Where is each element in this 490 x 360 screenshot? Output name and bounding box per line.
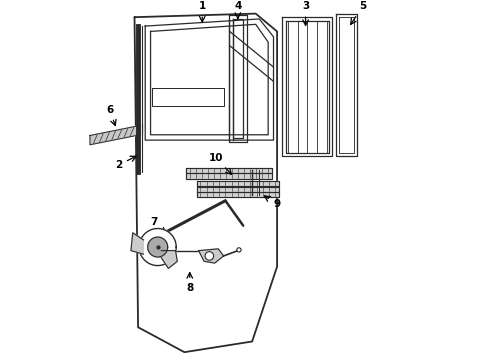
Text: 8: 8 — [186, 273, 194, 293]
Polygon shape — [197, 181, 279, 186]
Polygon shape — [186, 173, 272, 179]
Text: 2: 2 — [115, 156, 136, 170]
Text: 1: 1 — [198, 1, 206, 22]
Polygon shape — [161, 251, 177, 269]
Polygon shape — [131, 233, 144, 254]
Polygon shape — [198, 249, 223, 263]
Text: 10: 10 — [209, 153, 231, 175]
Text: 3: 3 — [302, 1, 309, 26]
Polygon shape — [197, 187, 279, 192]
Text: 7: 7 — [150, 217, 166, 233]
Polygon shape — [90, 125, 144, 145]
Text: 5: 5 — [351, 1, 366, 24]
Polygon shape — [186, 167, 272, 173]
Text: 6: 6 — [106, 105, 116, 126]
Text: 9: 9 — [265, 196, 281, 209]
Circle shape — [205, 252, 214, 260]
Polygon shape — [139, 229, 176, 266]
Circle shape — [237, 248, 241, 252]
Polygon shape — [197, 192, 279, 197]
Text: 4: 4 — [234, 1, 242, 18]
Polygon shape — [147, 237, 168, 257]
